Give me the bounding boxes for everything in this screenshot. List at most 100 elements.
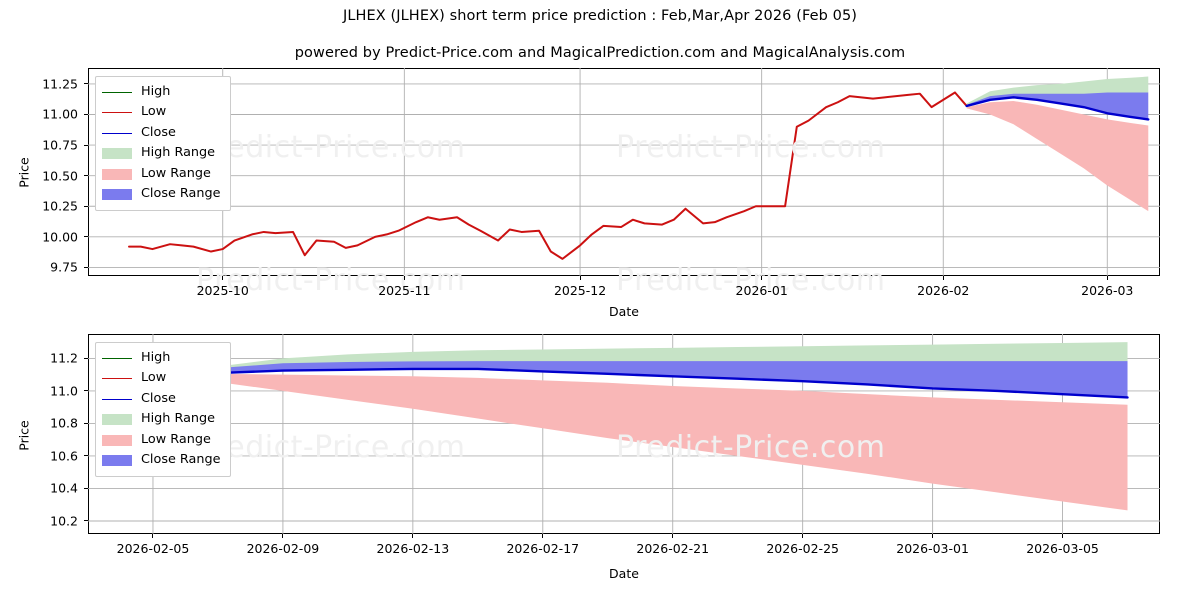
top-x-tick-mark <box>579 276 581 280</box>
legend-label: High Range <box>141 145 216 161</box>
top-legend-item-high-range: High Range <box>102 144 222 165</box>
band-close-range <box>966 92 1149 120</box>
bottom-x-tick-label: 2026-02-13 <box>376 541 450 556</box>
series-line-close <box>151 367 1129 399</box>
top-y-tick-mark <box>84 83 88 85</box>
bottom-y-tick-label: 10.8 <box>50 415 78 431</box>
bottom-x-tick-mark <box>932 534 934 538</box>
top-x-tick-label: 2025-10 <box>196 283 249 298</box>
bottom-x-tick-mark <box>412 534 414 538</box>
top-y-tick-label: 10.50 <box>42 168 78 184</box>
legend-line-swatch <box>102 91 132 93</box>
series-line-low <box>128 91 968 260</box>
top-legend-item-close-range: Close Range <box>102 185 222 206</box>
top-x-tick-mark <box>761 276 763 280</box>
top-x-tick-mark <box>942 276 944 280</box>
top-y-tick-mark <box>84 113 88 115</box>
legend-label: Close Range <box>141 186 221 202</box>
bottom-x-tick-label: 2026-02-17 <box>506 541 580 556</box>
band-low-range <box>966 101 1149 212</box>
top-y-tick-label: 10.00 <box>42 229 78 245</box>
top-x-tick-label: 2025-12 <box>553 283 607 298</box>
bottom-x-tick-mark <box>1062 534 1064 538</box>
legend-line-swatch <box>102 398 132 400</box>
bottom-x-tick-label: 2026-02-21 <box>636 541 710 556</box>
bottom-chart-legend: High Low Close High Range Low Range Close Ran… <box>95 342 231 477</box>
legend-line-swatch <box>102 132 132 134</box>
legend-line-swatch <box>102 112 132 114</box>
legend-patch-swatch <box>102 414 132 426</box>
top-y-tick-label: 9.75 <box>50 259 78 275</box>
top-x-tick-mark <box>222 276 224 280</box>
series-line-close <box>965 96 1150 121</box>
band-high-range <box>966 76 1149 106</box>
legend-line-swatch <box>102 378 132 380</box>
top-chart-plot <box>88 68 1160 276</box>
top-x-tick-label: 2025-11 <box>378 283 431 298</box>
bottom-chart-plot <box>88 334 1160 534</box>
legend-label: High <box>141 349 171 365</box>
top-legend-item-close: Close <box>102 123 222 144</box>
legend-patch-swatch <box>102 434 132 446</box>
bottom-y-tick-label: 10.4 <box>50 480 78 496</box>
legend-line-swatch <box>102 357 132 359</box>
bottom-y-tick-label: 11.0 <box>50 383 78 399</box>
bottom-legend-item-close-range: Close Range <box>102 451 222 472</box>
bottom-y-tick-mark <box>84 357 88 359</box>
bottom-x-tick-label: 2026-03-01 <box>896 541 969 556</box>
page-title: JLHEX (JLHEX) short term price predictio… <box>342 8 858 24</box>
legend-label: Close <box>141 124 176 140</box>
bottom-y-tick-mark <box>84 487 88 489</box>
legend-patch-swatch <box>102 148 132 160</box>
bottom-legend-item-close: Close <box>102 389 222 410</box>
top-y-tick-mark <box>84 175 88 177</box>
top-legend-item-low: Low <box>102 103 222 124</box>
legend-label: Close <box>141 390 176 406</box>
top-x-axis-label: Date <box>609 304 639 319</box>
bottom-x-tick-label: 2026-02-25 <box>766 541 839 556</box>
legend-label: High Range <box>141 411 216 427</box>
top-x-tick-mark <box>1106 276 1108 280</box>
bottom-y-tick-label: 10.2 <box>50 513 78 529</box>
top-x-tick-label: 2026-02 <box>917 283 970 298</box>
bottom-y-tick-label: 10.6 <box>50 448 78 464</box>
legend-label: Close Range <box>141 452 221 468</box>
bottom-y-tick-mark <box>84 455 88 457</box>
top-y-tick-label: 11.25 <box>42 76 78 92</box>
top-y-tick-mark <box>84 266 88 268</box>
bottom-x-tick-label: 2026-02-05 <box>116 541 190 556</box>
top-y-tick-mark <box>84 144 88 146</box>
top-y-tick-label: 10.25 <box>42 198 78 214</box>
bottom-x-tick-label: 2026-03-05 <box>1026 541 1099 556</box>
bottom-x-tick-mark <box>282 534 284 538</box>
bottom-x-tick-label: 2026-02-09 <box>246 541 320 556</box>
top-x-tick-label: 2026-03 <box>1081 283 1134 298</box>
legend-patch-swatch <box>102 189 132 201</box>
top-x-tick-mark <box>403 276 405 280</box>
band-low-range <box>152 373 1128 511</box>
bottom-chart-panel: Predict-Price.com Predict-Price.com <box>88 334 1160 534</box>
bottom-y-tick-mark <box>84 520 88 522</box>
legend-patch-swatch <box>102 455 132 467</box>
top-y-tick-mark <box>84 205 88 207</box>
legend-patch-swatch <box>102 168 132 180</box>
legend-label: Low <box>141 370 167 386</box>
legend-label: Low Range <box>141 165 211 181</box>
page-subtitle: powered by Predict-Price.com and Magical… <box>294 45 906 61</box>
bottom-legend-item-high: High <box>102 348 222 369</box>
top-y-tick-mark <box>84 236 88 238</box>
top-legend-item-low-range: Low Range <box>102 164 222 185</box>
bottom-legend-item-low-range: Low Range <box>102 430 222 451</box>
bottom-y-tick-mark <box>84 390 88 392</box>
top-chart-panel: Predict-Price.com Predict-Price.com Pred… <box>88 68 1160 298</box>
legend-label: Low <box>141 104 167 120</box>
bottom-legend-item-high-range: High Range <box>102 410 222 431</box>
top-legend-item-high: High <box>102 82 222 103</box>
top-y-tick-label: 11.00 <box>42 106 78 122</box>
band-high-range <box>152 342 1128 375</box>
top-chart-legend: High Low Close High Range Low Range Close Ran… <box>95 76 231 211</box>
top-y-tick-label: 10.75 <box>42 137 78 153</box>
bottom-legend-item-low: Low <box>102 369 222 390</box>
legend-label: High <box>141 83 171 99</box>
